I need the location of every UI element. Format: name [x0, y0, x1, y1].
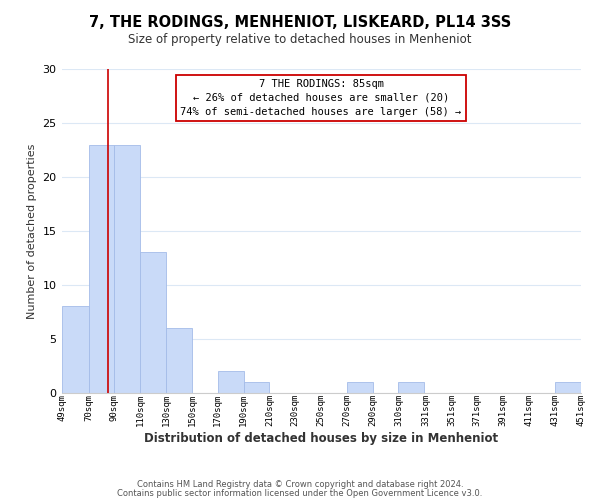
Bar	[166, 328, 192, 393]
Text: Size of property relative to detached houses in Menheniot: Size of property relative to detached ho…	[128, 32, 472, 46]
Text: 7, THE RODINGS, MENHENIOT, LISKEARD, PL14 3SS: 7, THE RODINGS, MENHENIOT, LISKEARD, PL1…	[89, 15, 511, 30]
Bar	[89, 144, 115, 393]
Bar	[62, 306, 89, 393]
Bar	[218, 371, 244, 393]
Bar	[115, 144, 140, 393]
Text: Contains public sector information licensed under the Open Government Licence v3: Contains public sector information licen…	[118, 488, 482, 498]
X-axis label: Distribution of detached houses by size in Menheniot: Distribution of detached houses by size …	[144, 432, 498, 445]
Text: Contains HM Land Registry data © Crown copyright and database right 2024.: Contains HM Land Registry data © Crown c…	[137, 480, 463, 489]
Y-axis label: Number of detached properties: Number of detached properties	[27, 143, 37, 318]
Bar	[140, 252, 166, 393]
Bar	[554, 382, 581, 393]
Bar	[347, 382, 373, 393]
Bar	[244, 382, 269, 393]
Text: 7 THE RODINGS: 85sqm
← 26% of detached houses are smaller (20)
74% of semi-detac: 7 THE RODINGS: 85sqm ← 26% of detached h…	[181, 78, 461, 116]
Bar	[398, 382, 424, 393]
